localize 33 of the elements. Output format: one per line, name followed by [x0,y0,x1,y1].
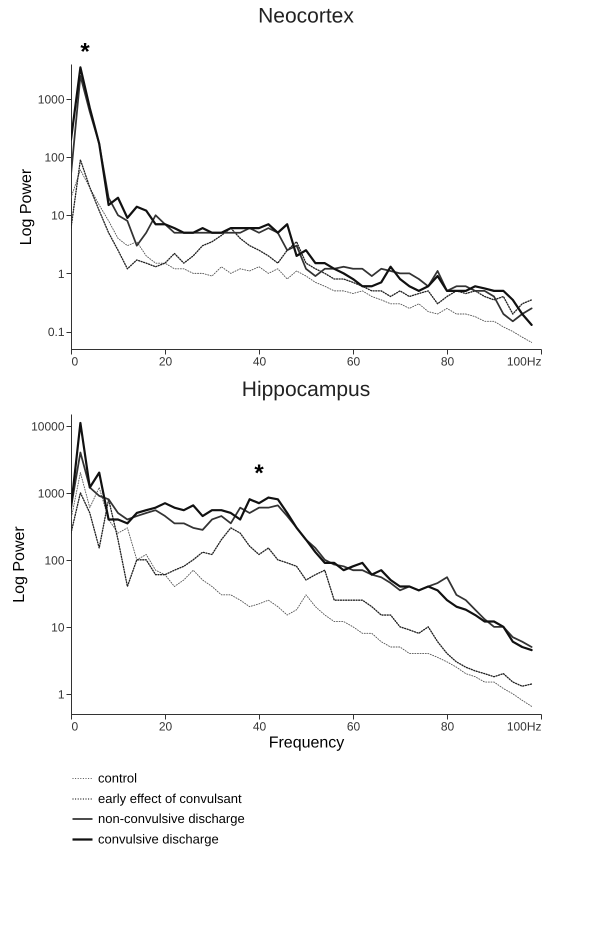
annotation: * [80,38,90,66]
y-tick-label: 1000 [38,92,65,106]
y-tick-label: 100 [44,553,65,568]
y-tick-label: 1 [58,266,65,281]
legend-label: early effect of convulsant [98,791,242,806]
annotation: * [254,460,264,487]
y-tick-label: 10 [51,620,65,634]
x-axis-title: Frequency [268,734,344,752]
chart-title: Neocortex [258,4,354,28]
x-tick-label: 80 [440,354,454,368]
x-tick-label: 60 [346,720,360,734]
x-tick-label: 0 [72,720,78,734]
x-tick-label: 0 [72,354,78,368]
y-tick-label: 10 [51,208,65,223]
x-tick-label: 100Hz [506,720,542,734]
x-tick-label: 20 [158,354,172,368]
x-tick-label: 20 [158,720,172,734]
y-tick-label: 100 [44,150,65,165]
x-tick-label: 80 [440,720,454,734]
y-axis-title: Log Power [18,168,35,246]
x-tick-label: 40 [252,720,266,734]
x-tick-label: 60 [346,354,360,368]
x-tick-label: 100Hz [506,354,542,368]
x-tick-label: 40 [252,354,266,368]
y-tick-label: 1 [58,687,65,702]
y-tick-label: 0.1 [48,325,65,339]
y-axis-title: Log Power [11,526,28,603]
legend-label: non-convulsive discharge [98,811,245,826]
y-tick-label: 1000 [38,486,65,500]
y-tick-label: 10000 [31,419,65,434]
legend-label: convulsive discharge [98,832,219,846]
legend-label: control [98,770,138,786]
chart-title: Hippocampus [242,378,370,401]
